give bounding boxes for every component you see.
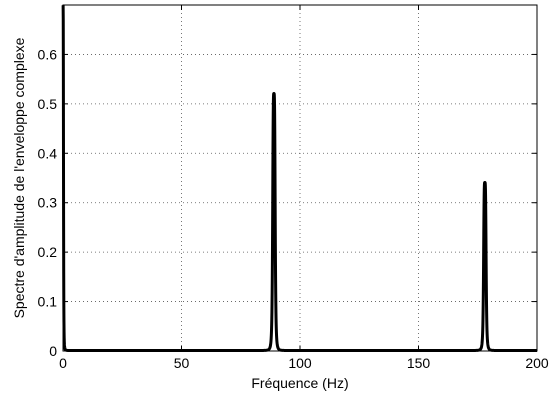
x-tick-label: 200	[525, 355, 549, 371]
grid-lines	[63, 5, 537, 351]
x-axis-label: Fréquence (Hz)	[251, 375, 348, 391]
x-tick-labels: 0 50 100 150 200	[59, 355, 549, 371]
y-tick-labels: 0 0.1 0.2 0.3 0.4 0.5 0.6	[38, 46, 58, 359]
x-tick-label: 50	[174, 355, 190, 371]
y-tick-label: 0.3	[38, 195, 58, 211]
y-tick-label: 0	[49, 343, 57, 359]
y-tick-label: 0.2	[38, 244, 58, 260]
y-tick-label: 0.5	[38, 96, 58, 112]
y-tick-label: 0.1	[38, 294, 58, 310]
x-tick-label: 100	[288, 355, 312, 371]
x-tick-label: 0	[59, 355, 67, 371]
spectrum-series-line	[61, 3, 538, 353]
x-tick-label: 150	[407, 355, 431, 371]
y-tick-label: 0.4	[38, 145, 58, 161]
y-tick-label: 0.6	[38, 46, 58, 62]
y-axis-label: Spectre d'amplitude de l'enveloppe compl…	[11, 37, 27, 318]
